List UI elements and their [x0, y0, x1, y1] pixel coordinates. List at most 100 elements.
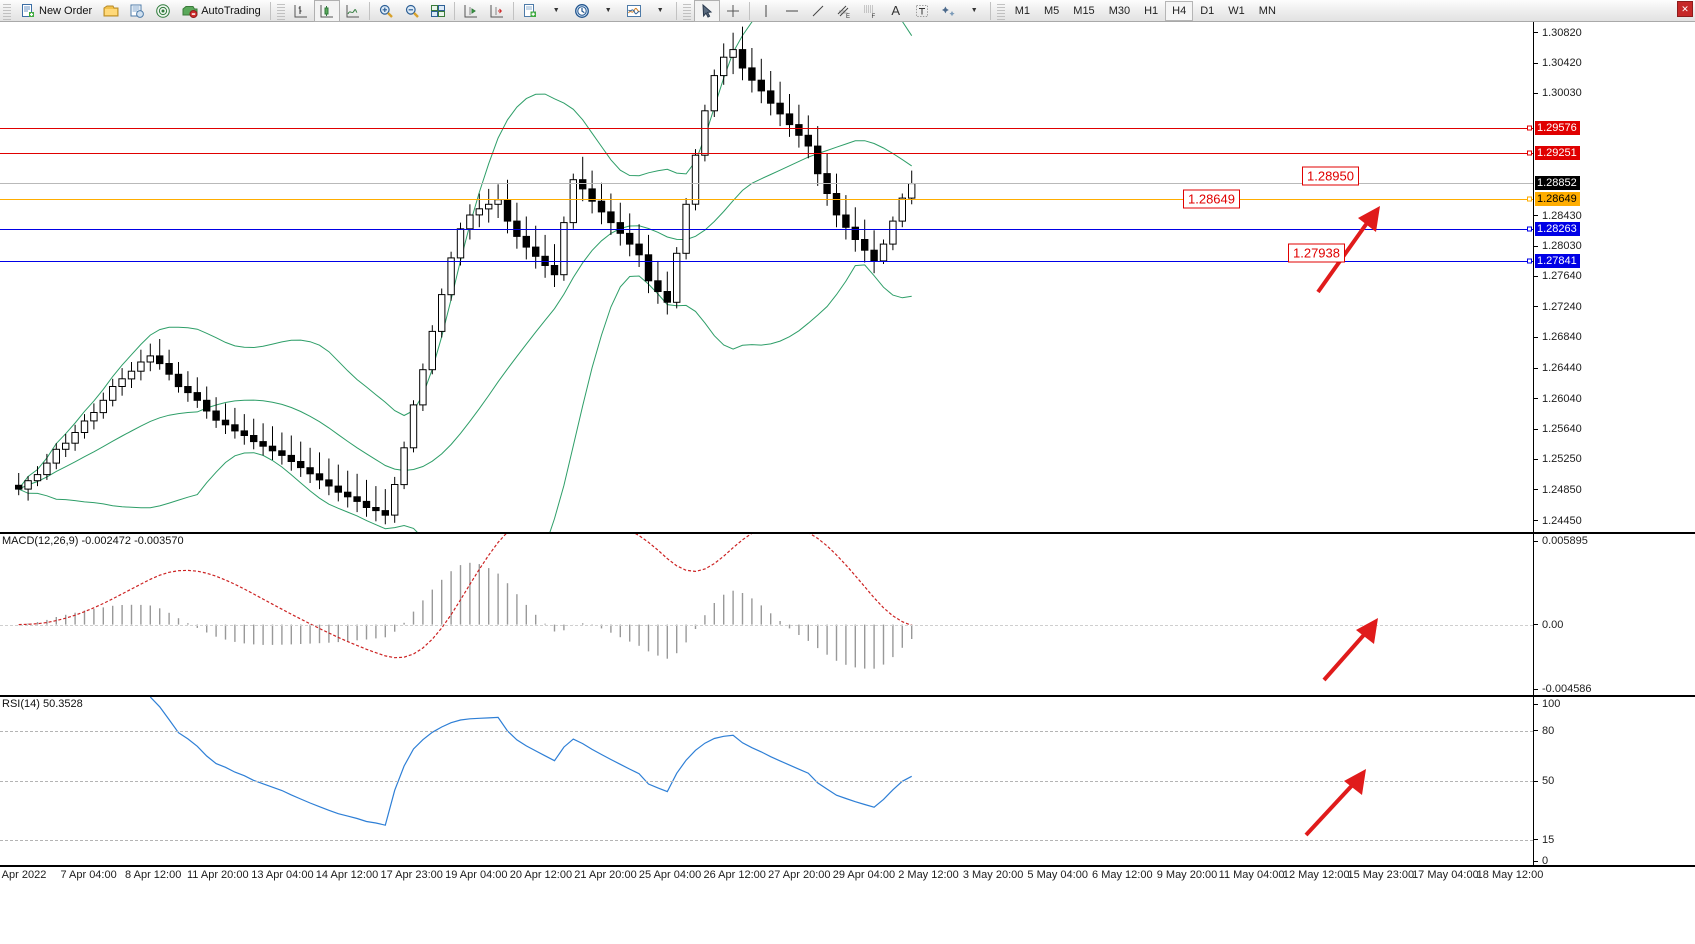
text-tool-button[interactable]: A [883, 0, 909, 22]
price-tick: 1.30820 [1534, 27, 1582, 39]
macd-axis[interactable]: 0.005895 0.00 -0.004586 [1533, 534, 1695, 695]
time-axis[interactable]: Apr 2022 7 Apr 04:00 8 Apr 12:00 11 Apr 20:… [0, 866, 1695, 944]
timeframe-m15[interactable]: M15 [1073, 4, 1095, 17]
new-order-icon [22, 3, 34, 17]
timeframe-m30[interactable]: M30 [1108, 4, 1131, 17]
horizontal-line-tool-button[interactable] [779, 0, 805, 22]
tile-windows-button[interactable] [425, 0, 451, 22]
bar-chart-button[interactable] [288, 0, 314, 22]
macd-plot-area[interactable] [0, 534, 1533, 695]
equidistant-channel-tool-button[interactable]: E [831, 0, 857, 22]
price-tick: 1.24850 [1534, 484, 1582, 496]
price-level-line-4[interactable] [0, 228, 1533, 230]
timeframe-d1[interactable]: D1 [1200, 4, 1215, 17]
time-tick: 26 Apr 12:00 [703, 869, 766, 881]
price-tick: 1.26040 [1534, 393, 1582, 405]
price-level-handle-0[interactable] [1527, 125, 1532, 131]
objects-dropdown[interactable]: ▼ [961, 0, 987, 22]
price-label-support-5[interactable]: 1.27841 [1535, 253, 1580, 268]
new-chart-button[interactable] [517, 0, 543, 22]
fibonacci-tool-button[interactable]: F [857, 0, 883, 22]
macd-pane[interactable]: MACD(12,26,9) -0.002472 -0.003570 0.0058… [0, 533, 1695, 696]
new-order-button[interactable]: New Order [14, 0, 98, 22]
period-button[interactable] [569, 0, 595, 22]
line-chart-button[interactable] [340, 0, 366, 22]
price-level-handle-5[interactable] [1527, 258, 1532, 264]
price-level-handle-1[interactable] [1527, 150, 1532, 156]
price-tick: 1.28430 [1534, 210, 1582, 222]
macd-series [18, 534, 913, 669]
crosshair-tool-button[interactable] [720, 0, 746, 22]
chart-autoscroll-button[interactable] [484, 0, 510, 22]
indicators-button[interactable] [621, 0, 647, 22]
autotrading-button[interactable]: AutoTrading [176, 0, 267, 22]
autoscroll-icon [490, 4, 503, 17]
toolbar-grip-3[interactable] [682, 1, 691, 20]
toolbar-grip[interactable] [3, 1, 11, 20]
price-tick: 1.27640 [1534, 270, 1582, 282]
time-tick: 2 May 12:00 [898, 869, 959, 881]
price-annotation-2[interactable]: 1.27938 [1288, 243, 1345, 263]
candlestick-chart-button[interactable] [313, 0, 340, 22]
bullish-arrow-rsi [1304, 769, 1366, 837]
time-tick: 3 May 20:00 [962, 869, 1024, 881]
text-label-tool-button[interactable] [909, 0, 935, 22]
price-level-line-0[interactable] [0, 127, 1533, 129]
price-tick: 1.25250 [1534, 453, 1582, 465]
price-level-line-3[interactable] [0, 198, 1533, 200]
price-level-line-5[interactable] [0, 260, 1533, 262]
zoom-out-icon [405, 4, 419, 18]
price-level-handle-3[interactable] [1527, 196, 1532, 202]
timeframe-m5[interactable]: M5 [1044, 4, 1060, 17]
trendline-tool-button[interactable] [805, 0, 831, 22]
period-dropdown[interactable]: ▼ [595, 0, 621, 22]
time-tick: 5 May 04:00 [1027, 869, 1088, 881]
price-plot-area[interactable]: 1.28950 1.28649 1.27938 [0, 22, 1533, 532]
time-tick: 19 Apr 04:00 [445, 869, 508, 881]
price-label-resistance-0[interactable]: 1.29576 [1535, 120, 1580, 135]
price-annotation-1[interactable]: 1.28649 [1183, 189, 1240, 209]
rsi-plot-area[interactable] [0, 697, 1533, 865]
time-tick: 27 Apr 20:00 [768, 869, 831, 881]
data-window-button[interactable] [124, 0, 150, 22]
price-annotation-0[interactable]: 1.28950 [1302, 166, 1359, 186]
time-tick: 15 May 23:00 [1347, 869, 1415, 881]
timeframe-h1[interactable]: H1 [1144, 4, 1159, 17]
new-chart-dropdown[interactable]: ▼ [543, 0, 569, 22]
vertical-line-tool-button[interactable] [753, 0, 779, 22]
timeframe-mn[interactable]: MN [1258, 4, 1276, 17]
cursor-tool-button[interactable] [693, 0, 720, 22]
zoom-out-button[interactable] [399, 0, 425, 22]
price-pane[interactable]: 1.28950 1.28649 1.27938 1.30820 1.30420 1.30… [0, 22, 1695, 533]
chart-shift-button[interactable] [458, 0, 484, 22]
rsi-pane[interactable]: RSI(14) 50.3528 100 80 50 15 0 [0, 696, 1695, 867]
price-label-resistance-1[interactable]: 1.29251 [1535, 145, 1580, 160]
timeframe-h4[interactable]: H4 [1165, 0, 1194, 21]
price-axis[interactable]: 1.30820 1.30420 1.30030 1.28430 1.28030 1.276… [1533, 22, 1695, 532]
time-tick: 13 Apr 04:00 [251, 869, 314, 881]
toolbar-grip-4[interactable] [996, 1, 1005, 20]
close-chart-button[interactable]: ✕ [1677, 1, 1693, 17]
price-level-line-1[interactable] [0, 152, 1533, 154]
rsi-axis[interactable]: 100 80 50 15 0 [1533, 697, 1695, 867]
zoom-in-button[interactable] [373, 0, 399, 22]
market-watch-button[interactable] [150, 0, 176, 22]
timeframe-w1[interactable]: W1 [1228, 4, 1245, 17]
timeframe-m1[interactable]: M1 [1014, 4, 1030, 17]
price-label-bid-2[interactable]: 1.28852 [1535, 176, 1580, 191]
toolbar-grip-2[interactable] [276, 1, 285, 20]
new-chart-icon [523, 3, 536, 17]
time-tick: 14 Apr 12:00 [315, 869, 379, 881]
price-level-line-2[interactable] [0, 183, 1533, 185]
toolbar-separator-7 [989, 1, 991, 20]
price-level-handle-4[interactable] [1527, 226, 1532, 232]
price-label-support-4[interactable]: 1.28263 [1535, 221, 1580, 236]
expert-advisors-button[interactable] [98, 0, 124, 22]
price-label-pivot-3[interactable]: 1.28649 [1535, 191, 1580, 206]
macd-label: MACD(12,26,9) -0.002472 -0.003570 [2, 535, 184, 547]
macd-tick: 0.005895 [1534, 535, 1588, 547]
vertical-line-icon [765, 4, 767, 17]
indicators-dropdown[interactable]: ▼ [647, 0, 673, 22]
main-toolbar: New Order AutoTrading [0, 0, 1695, 22]
objects-list-button[interactable] [935, 0, 961, 22]
